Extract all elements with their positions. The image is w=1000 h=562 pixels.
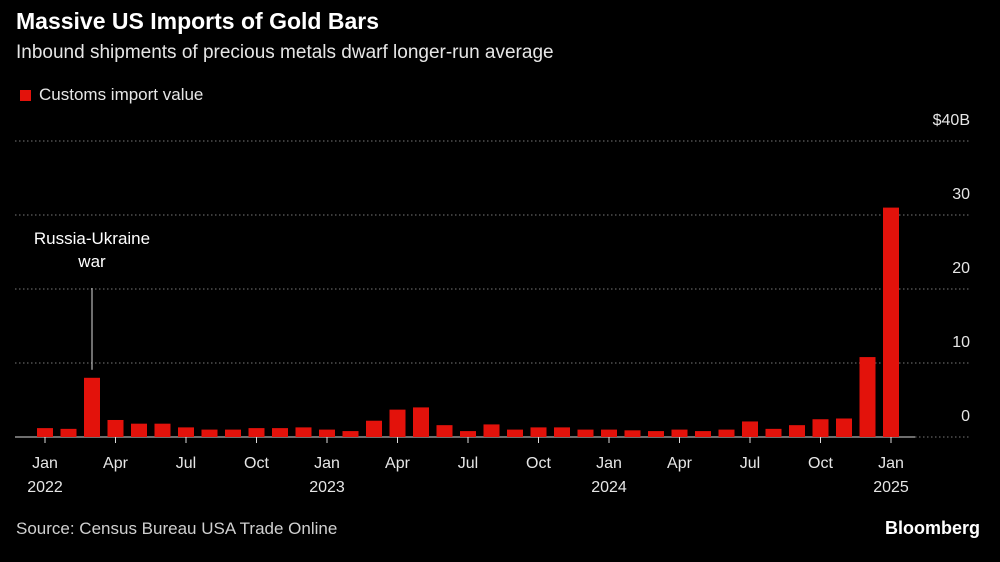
bar [554, 427, 570, 437]
legend: Customs import value [20, 85, 203, 105]
y-tick-label: 10 [952, 334, 970, 351]
bar [789, 425, 805, 437]
bar [201, 429, 218, 437]
bar [178, 427, 194, 437]
x-tick-label: Oct [244, 455, 269, 472]
y-tick-label: 20 [952, 260, 970, 277]
bar [695, 431, 711, 437]
bar [319, 429, 335, 437]
bar [530, 427, 547, 437]
bar [836, 418, 852, 437]
legend-label: Customs import value [39, 85, 204, 104]
x-tick-label: Jul [175, 455, 197, 472]
chart-subtitle: Inbound shipments of precious metals dwa… [16, 42, 554, 63]
bar [577, 429, 594, 437]
bar [718, 429, 735, 437]
bar [671, 429, 688, 437]
x-tick-label: Oct [808, 455, 833, 472]
bar [765, 428, 782, 437]
bar [366, 420, 382, 437]
x-tick-label: Jan 2023 [309, 455, 345, 496]
y-tick-label: 30 [952, 186, 970, 203]
x-tick-label: Apr [385, 455, 410, 472]
bar [37, 428, 53, 437]
annotation: Russia-Ukraine war [33, 229, 151, 271]
bar [154, 423, 171, 437]
x-tick-label: Jul [739, 455, 761, 472]
bar [295, 427, 312, 437]
bar [883, 207, 899, 437]
bar [272, 428, 288, 437]
bar [742, 421, 758, 437]
bar [507, 429, 523, 437]
chart-title: Massive US Imports of Gold Bars [16, 8, 379, 34]
bar [248, 428, 265, 437]
bar [601, 429, 617, 437]
legend-swatch [20, 89, 31, 101]
bar [812, 419, 829, 437]
bar [436, 425, 453, 437]
bar [648, 431, 664, 437]
x-tick-label: Oct [526, 455, 551, 472]
bar [624, 430, 641, 437]
x-tick-label: Apr [667, 455, 692, 472]
bar [225, 429, 241, 437]
x-tick-label: Jan 2025 [873, 455, 909, 496]
bar [131, 423, 147, 437]
x-tick-label: Jan 2022 [27, 455, 63, 496]
bar [389, 409, 406, 437]
y-tick-label: $40B [932, 112, 970, 129]
x-tick-label: Apr [103, 455, 128, 472]
x-tick-label: Jan 2024 [591, 455, 627, 496]
bar [460, 431, 476, 437]
bar [413, 407, 429, 437]
bar [859, 357, 876, 437]
bar [107, 419, 124, 437]
bar [483, 424, 500, 437]
bar [84, 377, 100, 437]
y-tick-label: 0 [961, 408, 970, 425]
bar [342, 431, 359, 437]
brand: Bloomberg [884, 518, 980, 538]
x-tick-label: Jul [457, 455, 479, 472]
source: Source: Census Bureau USA Trade Online [16, 519, 338, 538]
bar [60, 428, 77, 437]
